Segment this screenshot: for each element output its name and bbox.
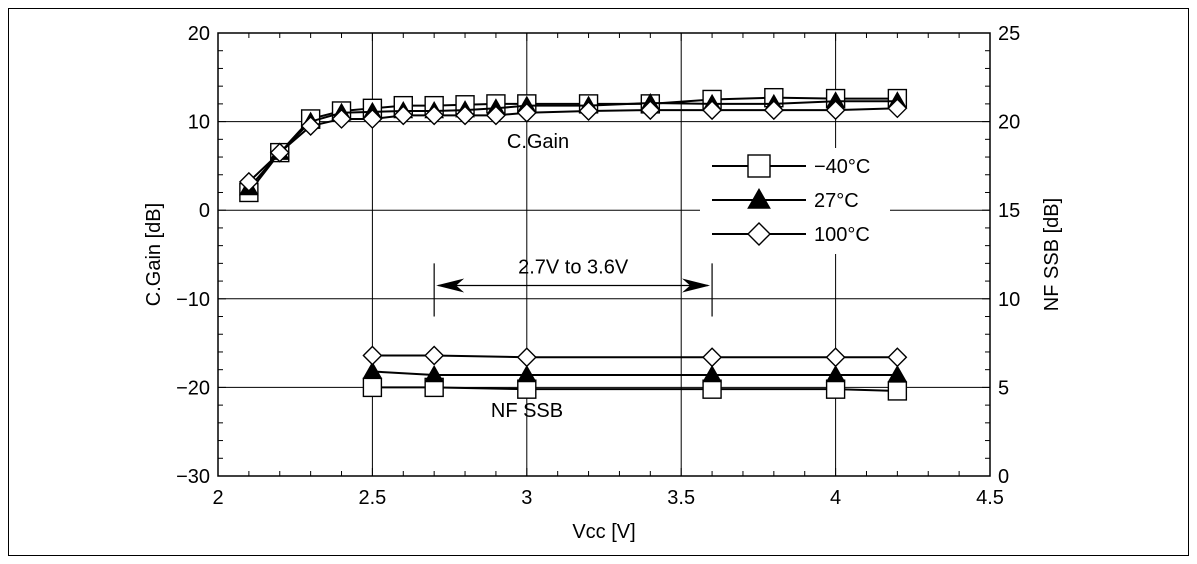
gain-series-line [248, 100, 898, 189]
legend-label: 100°C [814, 224, 870, 246]
y-right-tick-label: 10 [998, 289, 1020, 311]
data-series [238, 87, 908, 401]
diamond-marker [238, 171, 259, 192]
diamond-marker [640, 100, 661, 121]
nf-series [362, 345, 908, 368]
axis-labels: Vcc [V] C.Gain [dB] NF SSB [dB] [143, 198, 1063, 543]
diamond-marker [455, 105, 476, 126]
gain-series [238, 98, 908, 192]
x-tick-label: 4.5 [976, 487, 1004, 509]
y-axis-label-left: C.Gain [dB] [143, 203, 165, 306]
gain-curve-label: C.Gain [507, 131, 569, 153]
x-tick-label: 3.5 [667, 487, 695, 509]
square-marker [362, 377, 383, 398]
legend-entry: 27°C [712, 187, 859, 212]
y-right-tick-label: 25 [998, 23, 1020, 45]
diamond-marker [362, 108, 383, 129]
legend-label: 27°C [814, 190, 859, 212]
annotations: C.Gain NF SSB 2.7V to 3.6V [433, 131, 713, 422]
diamond-marker [825, 347, 846, 368]
diamond-marker [747, 222, 771, 246]
plot-area-border [217, 32, 991, 477]
x-tick-label: 4 [830, 487, 841, 509]
y-left-tick-label: 10 [188, 112, 210, 134]
y-right-tick-label: 0 [998, 466, 1009, 488]
diamond-marker [763, 100, 784, 121]
diamond-marker [393, 105, 414, 126]
axis-ticks: 2 2.5 3 3.5 4 4.5 20 10 0 −10 −20 −30 25 20 15 10 5 0 [176, 23, 1020, 509]
nf-series-line [372, 354, 898, 359]
diamond-marker [269, 142, 290, 163]
y-left-tick-label: −30 [176, 466, 210, 488]
square-marker [825, 379, 846, 399]
range-label: 2.7V to 3.6V [518, 257, 629, 279]
triangle-marker [424, 364, 445, 383]
triangle-marker [702, 364, 722, 383]
range-arrow-head-left [436, 278, 465, 293]
diamond-marker [702, 347, 723, 368]
chart-frame [8, 8, 1189, 556]
diamond-marker [300, 116, 321, 137]
triangle-marker [825, 364, 846, 383]
triangle-marker [362, 361, 383, 379]
x-tick-label: 2.5 [358, 487, 386, 509]
triangle-marker [747, 187, 771, 209]
x-tick-label: 2 [212, 487, 223, 509]
gain-series-line [248, 96, 898, 194]
legend-entry: 100°C [712, 222, 870, 246]
range-arrow-head-right [682, 278, 711, 293]
legend-label: −40°C [814, 156, 870, 178]
nf-series [362, 361, 908, 383]
triangle-marker [887, 364, 908, 383]
diamond-marker [887, 98, 908, 119]
square-marker [702, 379, 722, 399]
square-marker [517, 379, 537, 399]
y-left-tick-label: −10 [176, 289, 210, 311]
y-left-tick-label: −20 [176, 377, 210, 399]
triangle-marker [516, 364, 537, 383]
diamond-marker [516, 347, 537, 368]
y-right-tick-label: 15 [998, 200, 1020, 222]
x-tick-label: 3 [521, 487, 532, 509]
diamond-marker [362, 345, 383, 366]
y-left-tick-label: 0 [199, 200, 210, 222]
diamond-marker [825, 100, 846, 121]
diamond-marker [424, 105, 445, 126]
x-axis-label: Vcc [V] [572, 521, 635, 543]
diamond-marker [887, 347, 908, 368]
nf-curve-label: NF SSB [491, 400, 563, 422]
y-right-tick-label: 20 [998, 112, 1020, 134]
diamond-marker [702, 100, 723, 121]
diamond-marker [485, 105, 506, 126]
y-right-tick-label: 5 [998, 377, 1009, 399]
diamond-marker [424, 345, 445, 366]
legend-entry: −40°C [712, 154, 870, 178]
square-marker [747, 154, 771, 178]
gain-series-line [248, 107, 898, 183]
diamond-marker [578, 100, 599, 121]
y-left-tick-label: 20 [188, 23, 210, 45]
diamond-marker [516, 102, 537, 123]
legend: −40°C 27°C 100°C [700, 148, 890, 254]
nf-series [362, 377, 908, 401]
y-axis-label-right: NF SSB [dB] [1041, 198, 1063, 311]
nf-series-line [372, 370, 898, 376]
square-marker [887, 381, 908, 401]
diamond-marker [331, 108, 352, 129]
nf-series-line [372, 386, 898, 392]
